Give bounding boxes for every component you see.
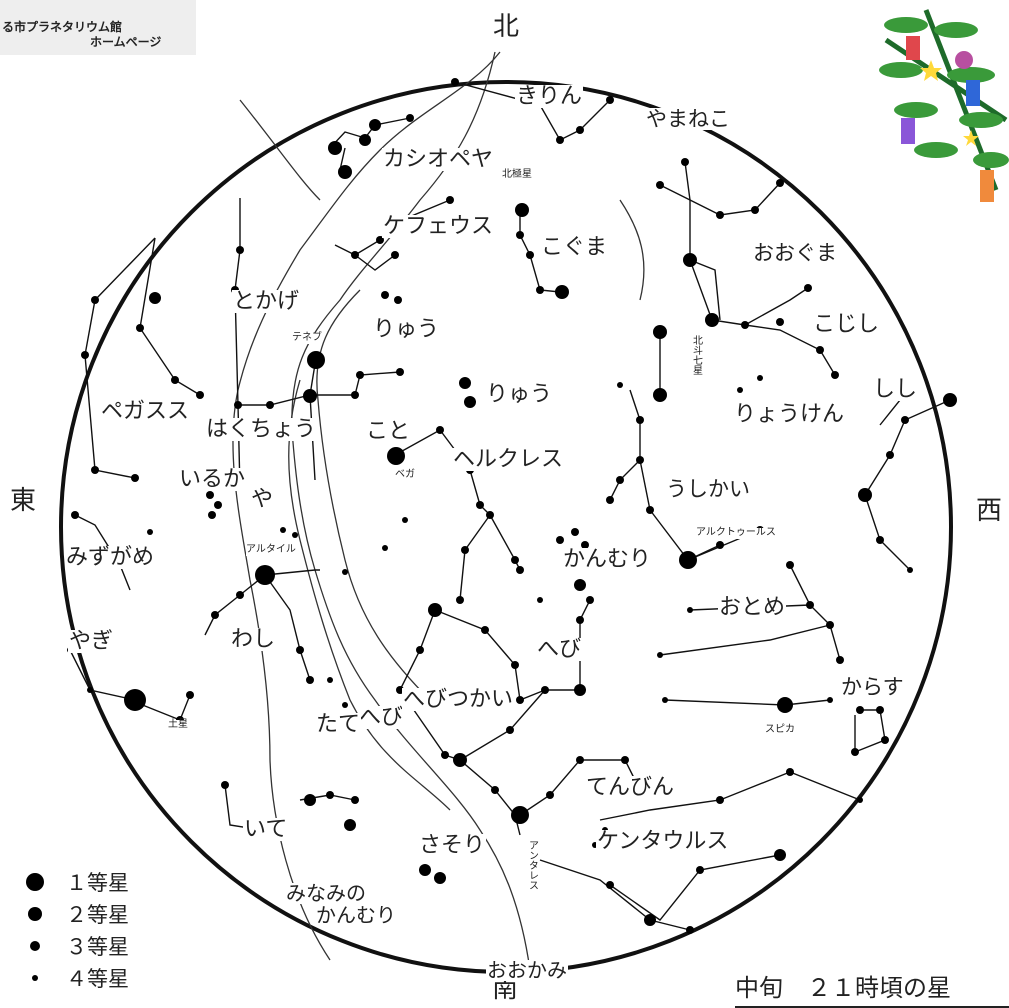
constellation-label: かんむり: [315, 903, 397, 927]
constellation-label: いるか: [178, 467, 247, 492]
constellation-label: うしかい: [665, 477, 751, 501]
mag3-dot-icon: [30, 941, 40, 951]
star-name-label: 北斗七星: [690, 335, 702, 375]
constellation-label: わし: [230, 627, 277, 652]
constellation-label: や: [250, 487, 275, 512]
legend-row-mag4: ４等星: [24, 962, 129, 994]
legend-row-mag1: １等星: [24, 866, 129, 898]
stars-mag4: [67, 375, 913, 848]
mag4-dot-icon: [32, 975, 38, 981]
constellation-label: みなみの: [285, 881, 367, 905]
star-name-label: スピカ: [765, 724, 795, 736]
legend-label: ３等星: [66, 935, 129, 959]
constellation-label: きりん: [515, 84, 584, 109]
constellation-label: おおぐま: [752, 241, 838, 265]
mag1-dot-icon: [26, 873, 44, 891]
constellation-label: こと: [365, 419, 412, 444]
legend-row-mag2: ２等星: [24, 898, 129, 930]
constellation-label: いて: [243, 817, 289, 842]
constellation-label: みずがめ: [65, 545, 156, 570]
tanabata-bamboo-icon: [879, 9, 1009, 202]
stars-mag2: [149, 119, 957, 926]
constellation-label: へび: [358, 705, 405, 730]
legend-label: １等星: [66, 871, 129, 895]
constellation-label: たて: [315, 712, 362, 737]
magnitude-legend: １等星 ２等星 ３等星 ４等星: [24, 866, 129, 994]
mag2-dot-icon: [28, 907, 42, 921]
site-header-box[interactable]: る市プラネタリウム館 ホームページ: [0, 0, 196, 55]
constellation-label: からす: [840, 675, 905, 699]
constellation-label: りゅう: [372, 317, 441, 342]
constellation-label: しし: [872, 377, 919, 402]
star-name-label: 土星: [168, 719, 188, 731]
star-name-label: ベガ: [395, 469, 415, 481]
constellation-label: てんびん: [585, 775, 676, 800]
stars-mag1: [124, 351, 793, 824]
constellation-label: へび: [536, 637, 583, 662]
milky-way: [232, 51, 645, 971]
constellation-label: ケンタウルス: [596, 829, 730, 854]
star-name-label: アルタイル: [246, 544, 296, 556]
legend-label: ２等星: [66, 903, 129, 927]
legend-row-mag3: ３等星: [24, 930, 129, 962]
constellation-label: おおかみ: [486, 958, 568, 982]
star-name-label: 北極星: [502, 169, 532, 181]
constellation-label: ヘルクレス: [452, 447, 565, 472]
constellation-label: へびつかい: [402, 687, 515, 712]
constellation-label: かんむり: [562, 547, 653, 572]
constellation-label: やぎ: [68, 629, 115, 654]
constellation-label: りゅう: [485, 382, 554, 407]
direction-west-label: 西: [976, 496, 1003, 526]
time-caption: 中旬 ２１時頃の星: [735, 968, 1009, 1008]
constellation-label: さそり: [418, 833, 487, 858]
constellation-label: ケフェウス: [382, 214, 495, 239]
constellation-label: りょうけん: [733, 402, 846, 427]
constellation-label: ペガスス: [100, 399, 191, 424]
constellation-label: こじし: [812, 312, 881, 337]
site-header-subtitle: ホームページ: [90, 35, 162, 49]
constellation-label: やまねこ: [645, 107, 731, 131]
constellation-label: とかげ: [232, 289, 301, 314]
site-header-title: る市プラネタリウム館: [2, 20, 123, 34]
constellation-label: はくちょう: [205, 417, 318, 442]
horizon-circle: [59, 80, 953, 974]
direction-east-label: 東: [10, 486, 37, 516]
star-name-label: テネブ: [292, 332, 322, 344]
constellation-label: こぐま: [540, 235, 609, 260]
legend-label: ４等星: [66, 967, 129, 991]
direction-north-label: 北: [493, 12, 520, 42]
star-name-label: アンタレス: [526, 840, 538, 890]
constellation-label: おとめ: [718, 595, 787, 620]
constellation-label: カシオペヤ: [382, 147, 495, 172]
star-name-label: アルクトゥールス: [696, 527, 776, 539]
